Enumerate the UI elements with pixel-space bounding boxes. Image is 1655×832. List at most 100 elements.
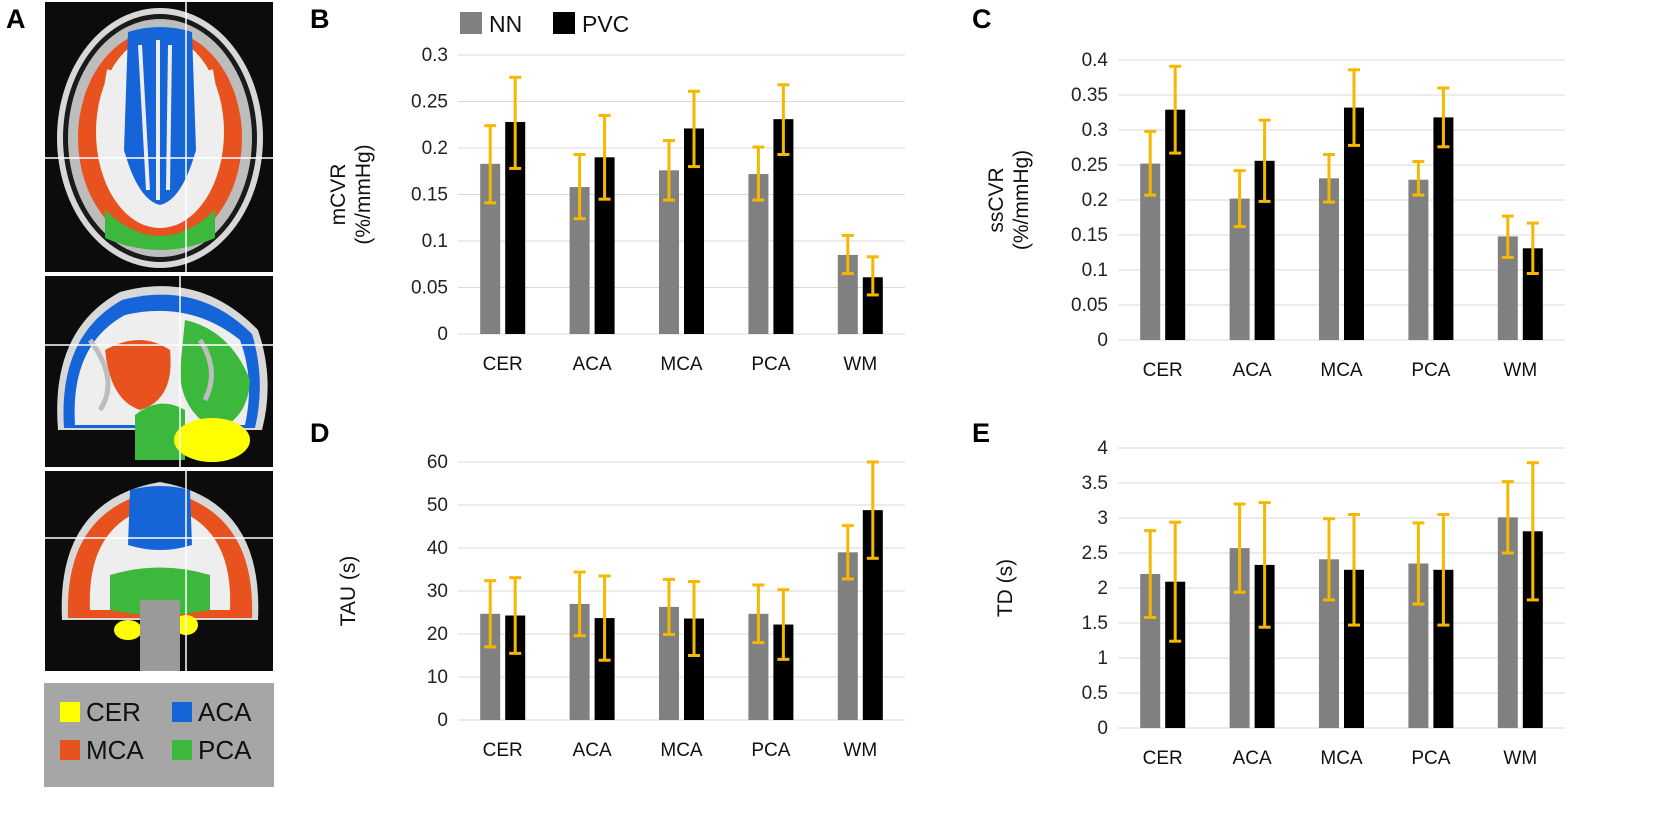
bar-nn-cer [1140,574,1161,728]
category-label-pca: PCA [1411,748,1450,769]
y-tick-label: 30 [427,581,448,602]
category-label-pca: PCA [751,740,790,761]
y-tick-label: 0.05 [411,278,448,299]
bar-nn-aca [569,187,590,334]
error-bar-nn-cer [484,579,497,649]
bar-pvc-pca [1433,117,1454,341]
bar-pvc-cer [505,615,526,720]
bar-pvc-cer [505,121,526,335]
legend-swatch-pvc [553,12,575,34]
panel-e-letter: E [972,418,990,448]
y-tick-label: 1 [1097,648,1108,669]
bar-nn-mca [659,170,679,334]
y-tick-label: 0.2 [422,138,448,159]
y-tick-label: 0.35 [1071,85,1108,106]
y-tick-label: 2.5 [1082,543,1108,564]
bar-pvc-wm [1522,531,1543,728]
bar-nn-cer [480,163,501,334]
category-label-aca: ACA [1233,748,1272,769]
bar-nn-aca [1229,198,1250,340]
bar-pvc-mca [1344,569,1364,728]
y-tick-label: 0 [437,324,448,345]
bar-pvc-aca [594,157,615,334]
category-label-mca: MCA [660,354,703,375]
error-bar-pvc-cer [509,75,522,170]
error-bar-nn-mca [663,577,675,636]
bar-nn-mca [1319,178,1339,340]
error-bar-nn-cer [1144,529,1157,619]
roi-label-cer: CER [86,697,141,727]
panel-c-letter: C [972,4,992,34]
chart-tau: 0 10 20 30 40 50 60 TAU (s) CER ACA MCA PCA WM [337,452,905,761]
error-bar-nn-wm [841,524,854,581]
error-bar-pvc-pca [777,588,790,661]
panel-b-letter: B [310,4,330,34]
roi-swatch-cer [60,702,80,722]
error-bar-pvc-mca [1348,68,1360,147]
category-label-mca: MCA [660,740,703,761]
bar-pvc-pca [773,119,794,334]
y-tick-label: 1.5 [1082,613,1108,634]
bar-nn-cer [480,613,501,720]
bar-pvc-aca [1254,564,1275,728]
y-tick-label: 4 [1097,438,1108,459]
roi-swatch-mca [60,740,80,760]
error-bar-nn-pca [1412,521,1425,606]
y-tick-label: 0.25 [1071,155,1108,176]
error-bar-pvc-wm [866,460,879,560]
category-label-aca: ACA [1233,360,1272,381]
bar-pvc-aca [1254,160,1275,340]
y-tick-label: 20 [427,624,448,645]
error-bar-nn-wm [1501,480,1514,555]
error-bar-nn-mca [1323,517,1335,602]
roi-legend-background [44,683,274,787]
bar-pvc-wm [862,510,883,720]
y-tick-label: 0 [1097,718,1108,739]
category-label-wm: WM [1503,748,1537,769]
y-tick-label: 0.2 [1082,190,1108,211]
bar-nn-pca [748,174,769,334]
category-label-cer: CER [1143,748,1183,769]
category-label-pca: PCA [751,354,790,375]
y-axis-label: TD (s) [994,559,1017,617]
y-tick-label: 0.1 [422,231,448,252]
error-bar-nn-wm [841,233,854,276]
error-bar-nn-pca [752,145,765,202]
y-tick-label: 40 [427,538,448,559]
y-tick-label: 10 [427,667,448,688]
y-tick-label: 0.05 [1071,295,1108,316]
error-bar-pvc-wm [866,255,879,297]
error-bar-pvc-aca [598,113,611,201]
category-label-wm: WM [843,740,877,761]
error-bar-pvc-aca [1258,118,1271,203]
y-tick-label: 0.1 [1082,260,1108,281]
bar-pvc-pca [1433,569,1454,728]
error-bar-pvc-wm [1526,461,1539,602]
legend-swatch-nn [460,12,482,34]
category-label-cer: CER [1143,360,1183,381]
y-tick-label: 0 [437,710,448,731]
chart-sscvr: 0 0.05 0.1 0.15 0.2 0.25 0.3 0.35 0.4 ssCVR(%/mmH… [985,50,1565,381]
y-tick-label: 0.15 [411,185,448,206]
y-tick-label: 0.25 [411,92,448,113]
error-bar-nn-aca [1233,502,1246,594]
roi-label-pca: PCA [198,735,252,765]
error-bar-pvc-pca [1437,86,1450,149]
roi-label-aca: ACA [198,697,252,727]
y-tick-label: 0 [1097,330,1108,351]
category-label-aca: ACA [573,354,612,375]
y-axis-label: TAU (s) [337,556,360,627]
error-bar-nn-mca [1323,153,1335,204]
legend-label-pvc: PVC [582,11,629,37]
bar-nn-wm [1497,517,1518,728]
bar-nn-mca [1319,559,1339,728]
y-tick-label: 0.5 [1082,683,1108,704]
roi-swatch-pca [172,740,192,760]
y-tick-label: 0.3 [1082,120,1108,141]
error-bar-nn-wm [1501,214,1514,259]
category-label-mca: MCA [1320,360,1363,381]
error-bar-pvc-cer [1169,520,1182,643]
coronal-slice-image [45,471,273,671]
error-bar-nn-pca [752,583,765,645]
